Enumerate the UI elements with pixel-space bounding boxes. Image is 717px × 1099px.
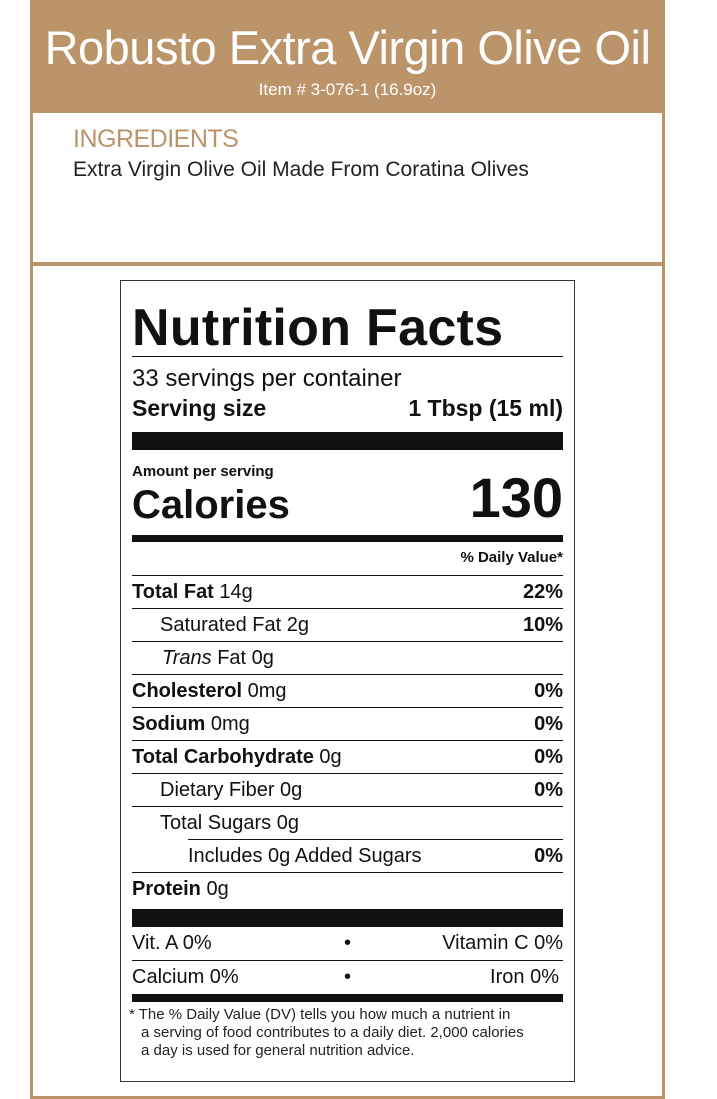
nutrient-row: Dietary Fiber 0g 0% — [132, 774, 563, 807]
nutrient-label: Protein 0g — [132, 878, 229, 901]
serving-size-label: Serving size — [132, 395, 267, 421]
divider — [132, 356, 563, 357]
nutrient-label: Total Fat 14g — [132, 581, 253, 604]
medium-bar — [132, 535, 563, 542]
nutrient-name: Total Carbohydrate — [132, 745, 314, 768]
nutrition-section — [30, 263, 665, 1099]
nutrient-label: Saturated Fat 2g — [132, 614, 309, 637]
footnote-line: a serving of food contributes to a daily… — [141, 1024, 524, 1041]
nutrient-row: Total Carbohydrate 0g 0% — [132, 741, 563, 774]
vitamin-c: Vitamin C 0% — [442, 932, 563, 954]
serving-size-value: 1 Tbsp (15 ml) — [408, 395, 563, 421]
ingredients-heading: INGREDIENTS — [73, 125, 239, 153]
nutrient-name: Protein — [132, 878, 201, 900]
nutrient-amount: 0g — [313, 745, 342, 768]
servings-per-container: 33 servings per container — [132, 365, 402, 392]
nutrient-row: Sodium 0mg 0% — [132, 708, 563, 741]
calcium: Calcium 0% — [132, 966, 239, 988]
ingredients-section: INGREDIENTS Extra Virgin Olive Oil Made … — [30, 113, 665, 265]
bullet: • — [343, 966, 351, 988]
nutrient-label: Dietary Fiber 0g — [132, 779, 302, 802]
nutrient-amount: 0mg — [242, 679, 287, 702]
nutrient-amount: 0mg — [205, 712, 250, 735]
amount-per-serving: Amount per serving — [132, 463, 274, 480]
nutrient-amount: Dietary Fiber 0g — [160, 778, 303, 801]
nutrient-amount: Fat 0g — [211, 646, 274, 669]
thick-bar — [132, 432, 563, 450]
ingredients-text: Extra Virgin Olive Oil Made From Coratin… — [73, 158, 529, 181]
product-title: Robusto Extra Virgin Olive Oil — [44, 21, 651, 74]
bullet: • — [343, 932, 351, 954]
nutrient-label: Cholesterol 0mg — [132, 680, 287, 703]
nutrient-amount: Includes 0g Added Sugars — [188, 844, 422, 867]
nutrient-amount: Total Sugars 0g — [160, 812, 299, 834]
item-number: Item # 3-076-1 (16.9oz) — [258, 80, 437, 99]
nutrient-name: Cholesterol — [132, 679, 243, 702]
nutrient-row: Total Fat 14g 22% — [132, 576, 563, 609]
iron: Iron 0% — [490, 966, 559, 988]
calories-label: Calories — [132, 483, 290, 527]
calories-value: 130 — [469, 466, 563, 529]
nutrient-row: Includes 0g Added Sugars 0% — [132, 840, 563, 873]
nutrition-title: Nutrition Facts — [132, 299, 504, 357]
nutrient-amount: 14g — [213, 580, 253, 603]
nutrient-label: Includes 0g Added Sugars — [132, 845, 422, 868]
daily-value-header: % Daily Value* — [460, 549, 563, 566]
footnote-line: * The % Daily Value (DV) tells you how m… — [129, 1006, 511, 1023]
nutrient-daily-value: 0% — [534, 679, 563, 702]
vitamin-a: Vit. A 0% — [132, 932, 212, 954]
divider — [132, 575, 563, 576]
calories-row: Calories 130 — [132, 466, 563, 529]
nutrient-daily-value: 0% — [534, 844, 563, 867]
nutrient-label: Sodium 0mg — [132, 713, 250, 736]
nutrient-daily-value: 10% — [522, 613, 563, 636]
nutrient-row: Total Sugars 0g — [132, 807, 563, 840]
nutrient-label: Total Sugars 0g — [132, 812, 299, 835]
mineral-row: Calcium 0% • Iron 0% — [132, 961, 563, 994]
thick-bar — [132, 909, 563, 927]
serving-size: Serving size 1 Tbsp (15 ml) — [132, 395, 563, 422]
divider — [188, 839, 563, 840]
nutrition-facts-panel: Nutrition Facts 33 servings per containe… — [120, 280, 575, 1082]
nutrient-row: Saturated Fat 2g 10% — [132, 609, 563, 642]
nutrient-label: Trans Fat 0g — [132, 647, 274, 670]
nutrient-row: Protein 0g — [132, 873, 563, 906]
footnote-line: a day is used for general nutrition advi… — [141, 1042, 415, 1059]
nutrient-amount: 0g — [200, 878, 229, 900]
nutrient-row: Cholesterol 0mg 0% — [132, 675, 563, 708]
vitamin-row: Vit. A 0% • Vitamin C 0% — [132, 927, 563, 961]
nutrient-name: Sodium — [132, 712, 206, 735]
thick-bar — [132, 994, 563, 1002]
nutrient-label: Total Carbohydrate 0g — [132, 746, 342, 769]
footnote: * The % Daily Value (DV) tells you how m… — [129, 1006, 560, 1060]
nutrient-daily-value: 0% — [534, 745, 563, 768]
nutrient-amount: Saturated Fat 2g — [160, 613, 309, 636]
nutrient-name: Total Fat — [132, 580, 214, 603]
nutrient-daily-value: 0% — [534, 712, 563, 735]
nutrient-daily-value: 0% — [534, 778, 563, 801]
nutrient-daily-value: 22% — [522, 580, 563, 603]
nutrient-name-italic: Trans — [162, 646, 212, 669]
nutrient-row: Trans Fat 0g — [132, 642, 563, 675]
product-header: Robusto Extra Virgin Olive Oil Item # 3-… — [30, 0, 665, 113]
